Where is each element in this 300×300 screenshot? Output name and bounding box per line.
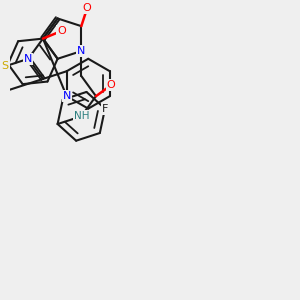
Text: N: N: [77, 46, 86, 56]
Text: S: S: [1, 61, 8, 71]
Text: O: O: [57, 26, 66, 36]
Text: O: O: [107, 80, 116, 90]
Text: NH: NH: [74, 111, 89, 121]
Text: F: F: [102, 103, 108, 114]
Text: N: N: [62, 91, 71, 101]
Text: N: N: [24, 54, 32, 64]
Text: O: O: [83, 3, 92, 14]
